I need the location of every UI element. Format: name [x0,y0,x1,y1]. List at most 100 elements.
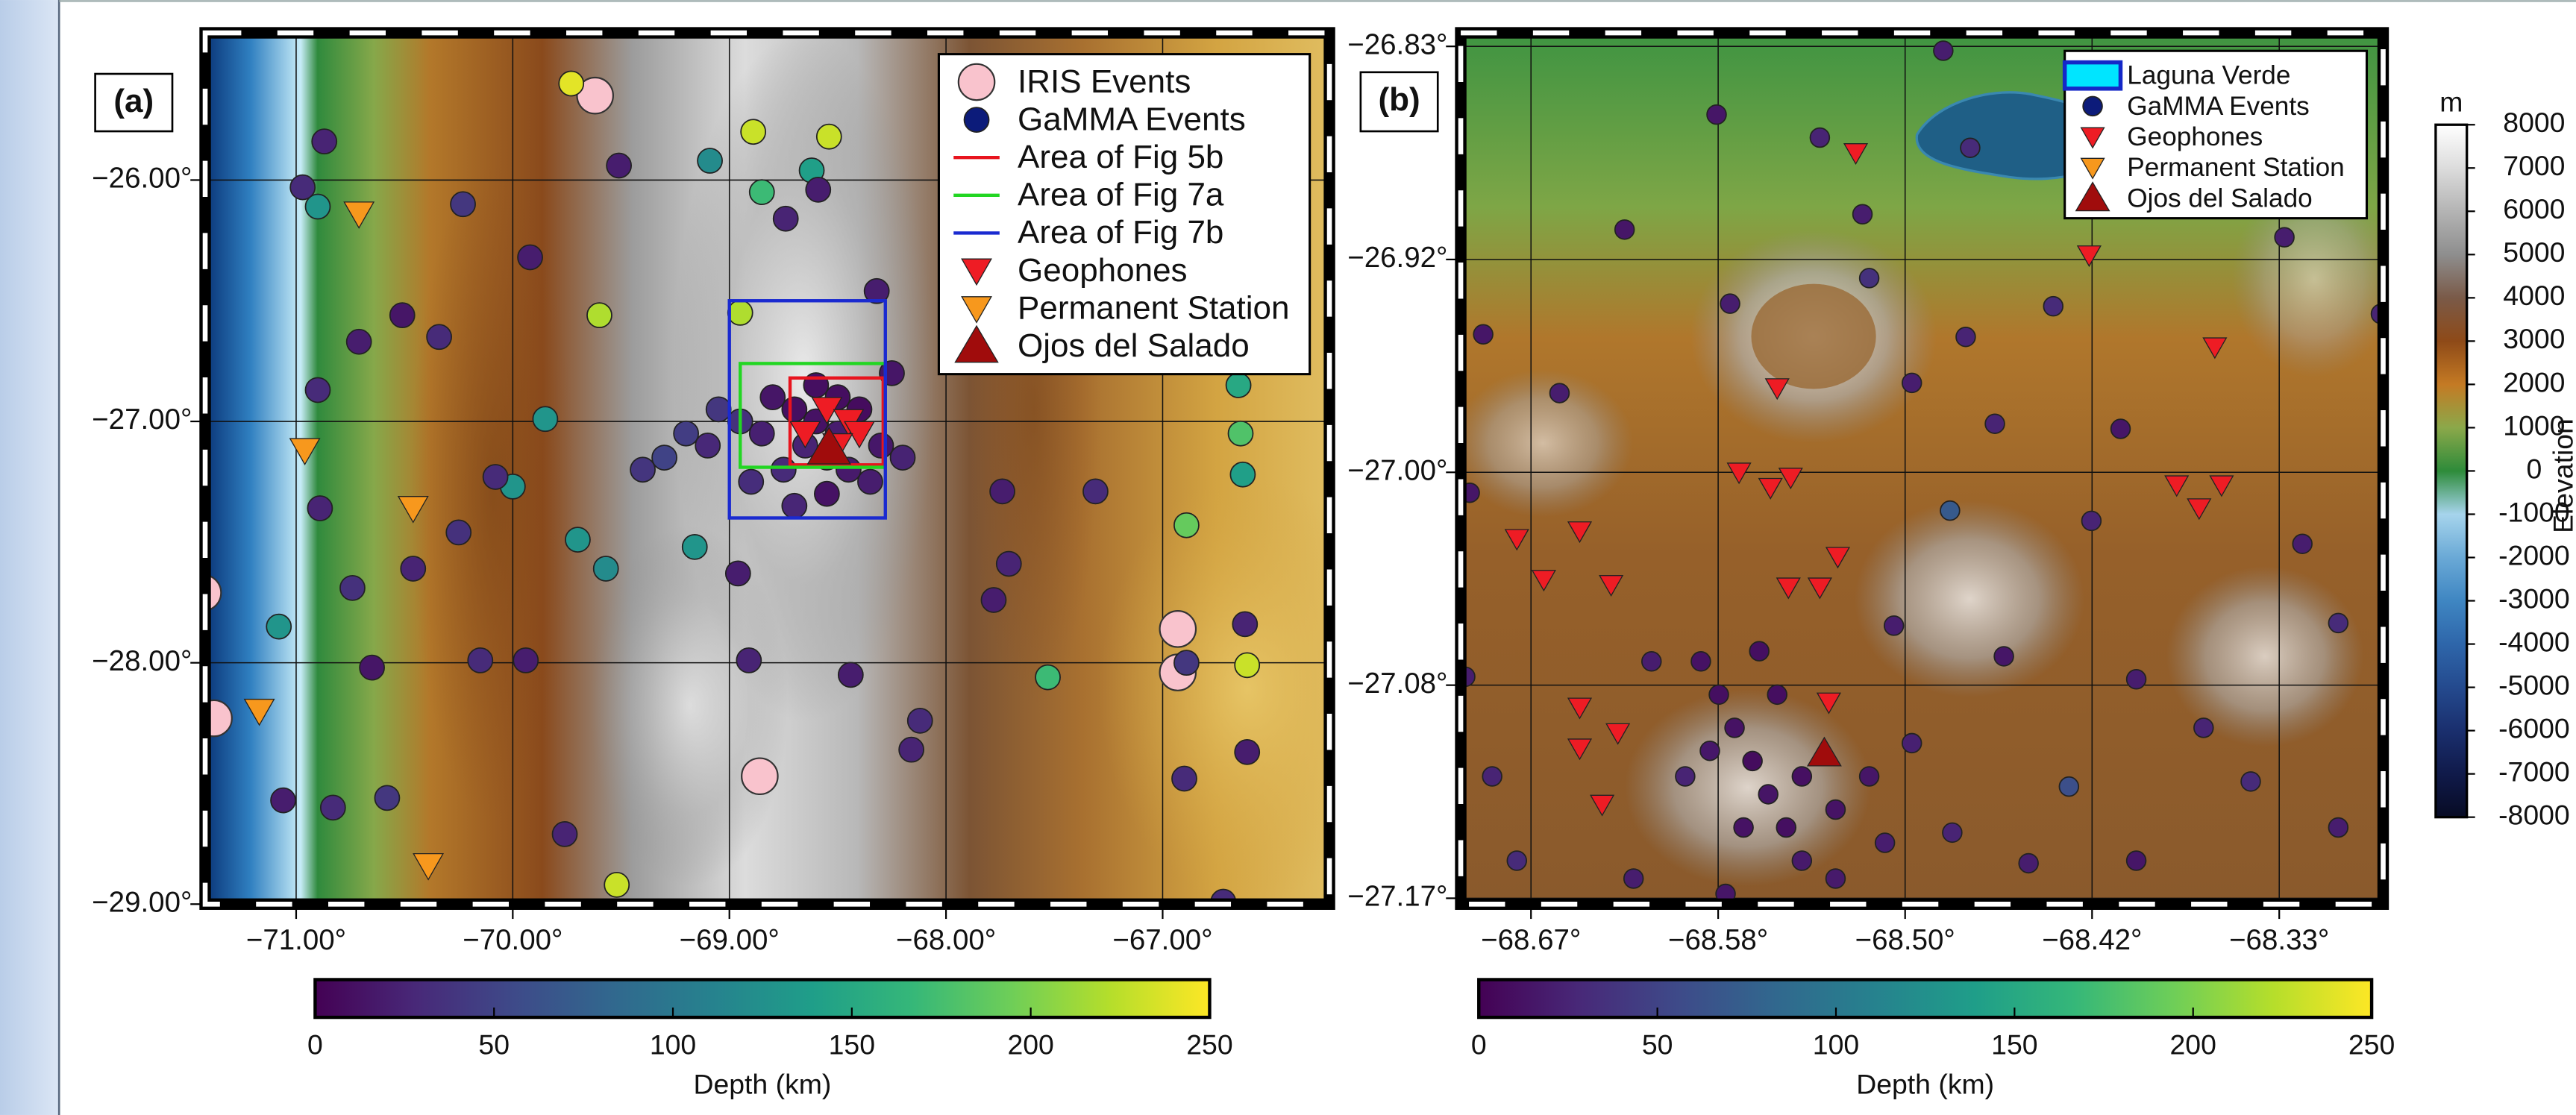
gamma-event [483,465,508,489]
gamma-event [607,154,631,178]
gamma-event [782,397,806,421]
y-tick-label: −26.00° [92,163,192,195]
gamma-event [1550,383,1570,403]
gamma-event [2194,718,2213,738]
gamma-event [1707,105,1726,125]
panel-label: (a) [113,83,154,119]
colorbar-tick-label: 50 [478,1029,510,1061]
gamma-event [468,648,492,673]
elevation-colorbar [2436,125,2467,817]
gamma-event [1709,685,1729,704]
depth-colorbar [315,979,1209,1017]
colorbar-tick-label: 3000 [2503,323,2565,354]
gamma-event [290,175,315,200]
gamma-event [1902,734,1922,753]
y-tick-label: −27.00° [1347,454,1447,486]
gamma-event [2241,772,2260,791]
x-tick-label: −68.67° [1481,924,1581,956]
gamma-event [739,469,763,494]
gamma-event [695,433,720,458]
gamma-event [736,648,761,673]
gamma-event [630,457,655,482]
gamma-event [2111,419,2131,439]
gamma-event [981,588,1006,612]
gamma-event [1700,741,1720,761]
gamma-event [997,551,1021,576]
colorbar-tick-label: 0 [307,1029,323,1061]
y-tick-label: −28.00° [92,645,192,677]
colorbar-title: Depth (km) [1856,1068,1994,1099]
gamma-event [652,445,677,470]
gamma-event [891,445,915,470]
gamma-event [1860,767,1879,786]
gamma-event [594,556,618,581]
gamma-event [817,125,842,149]
gamma-event [750,421,774,446]
gamma-event [565,527,590,552]
gamma-event [2083,97,2102,116]
gamma-event [513,648,538,673]
gamma-event [1902,374,1922,393]
gamma-event [1767,685,1787,704]
colorbar-tick-label: -6000 [2498,712,2570,744]
gamma-event [741,119,765,144]
gamma-event [1734,818,1753,838]
gamma-event [1228,421,1253,446]
gamma-event [451,192,475,216]
gamma-event [266,615,291,639]
gamma-event [782,494,806,518]
gamma-event [518,245,542,269]
gamma-event [771,457,796,482]
gamma-event [2043,297,2063,316]
gamma-event [2293,534,2312,553]
gamma-event [1482,767,1502,786]
colorbar-title: Elevation [2548,418,2576,533]
gamma-event [1826,800,1846,820]
figure: (a) (b) −71.00°−70.00°−69.00°−68.00°−67.… [0,0,2576,1115]
colorbar-tick-label: -4000 [2498,626,2570,657]
colorbar-tick-label: 2000 [2503,366,2565,398]
x-tick-label: −70.00° [463,924,562,956]
x-tick-label: −71.00° [246,924,346,956]
gamma-event [839,662,863,687]
gamma-event [2019,854,2038,873]
gamma-event [2328,614,2348,633]
gamma-event [427,324,451,349]
colorbar-tick-label: 150 [1991,1029,2037,1061]
gamma-event [1776,818,1796,838]
gamma-event [1792,851,1811,870]
gamma-event [908,709,933,733]
gamma-event [815,482,839,506]
x-tick-label: −68.00° [896,924,996,956]
gamma-event [698,148,722,173]
y-tick-label: −29.00° [92,886,192,918]
legend-label: Permanent Station [1018,289,1289,326]
gamma-event [1230,462,1255,487]
gamma-event [1875,833,1895,852]
legend-label: IRIS Events [1018,63,1191,100]
colorbar-title: Depth (km) [693,1068,831,1099]
gamma-event [2127,670,2146,689]
gamma-event [559,71,583,95]
legend-label: Ojos del Salado [2127,183,2312,213]
gamma-event [750,180,774,204]
colorbar-tick-label: 0 [1471,1029,1487,1061]
colorbar-unit: m [2439,87,2463,118]
gamma-event [1235,653,1259,677]
gamma-event [1172,766,1197,791]
gamma-event [1934,41,1953,60]
gamma-event [312,129,336,154]
gamma-event [401,556,425,581]
gamma-event [347,330,372,354]
gamma-event [375,785,399,810]
colorbar-tick-label: -3000 [2498,582,2570,614]
gamma-event [1853,204,1873,224]
legend-label: Area of Fig 5b [1018,139,1223,175]
legend-label: Ojos del Salado [1018,327,1250,364]
gamma-event [1792,767,1811,786]
gamma-event [1943,823,1962,842]
colorbar-tick-label: 8000 [2503,107,2565,138]
colorbar-tick-label: 250 [1186,1029,1232,1061]
colorbar-tick-label: -5000 [2498,669,2570,700]
colorbar-tick-label: 200 [1007,1029,1053,1061]
